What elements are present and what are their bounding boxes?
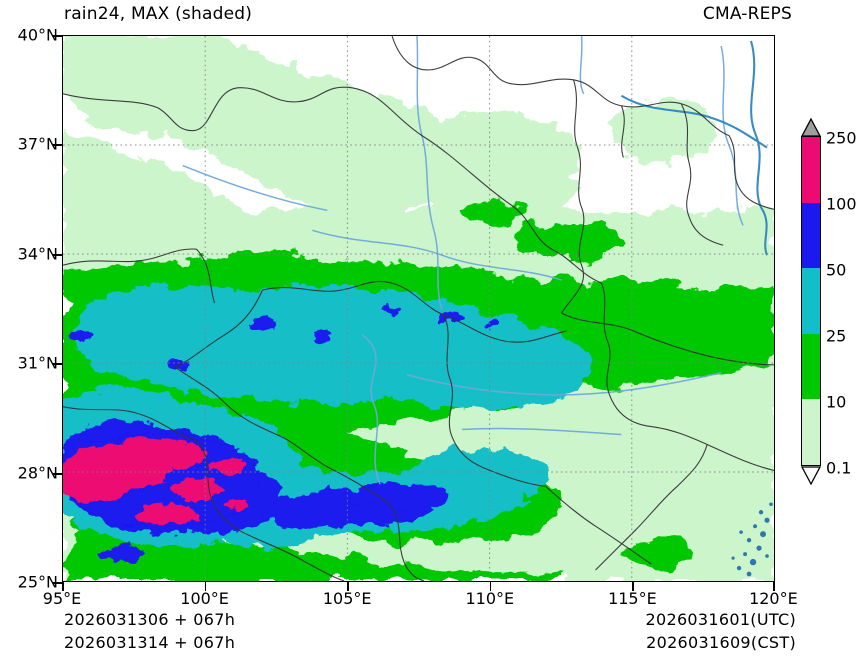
footer-init-time-utc: 2026031306 + 067h bbox=[64, 610, 236, 629]
colorbar-label-250: 250 bbox=[826, 128, 857, 148]
footer-init-time-cst: 2026031314 + 067h bbox=[64, 633, 236, 652]
map-gridlines bbox=[63, 36, 774, 581]
colorbar bbox=[801, 136, 821, 466]
y-tick-label-34n: 34°N bbox=[17, 244, 58, 264]
coastline-detail bbox=[731, 502, 773, 577]
x-tick-label-105e: 105°E bbox=[322, 589, 372, 608]
y-tick-mark-31n bbox=[53, 363, 63, 365]
x-tick-mark-120e bbox=[773, 582, 775, 591]
y-tick-label-25n: 25°N bbox=[17, 572, 58, 592]
y-tick-mark-28n bbox=[53, 473, 63, 475]
footer-valid-time-cst: 2026031609(CST) bbox=[646, 633, 796, 652]
x-tick-label-110e: 110°E bbox=[465, 589, 515, 608]
colorbar-label-50: 50 bbox=[826, 260, 847, 280]
colorbar-segment-100-250 bbox=[802, 137, 820, 203]
colorbar-label-10: 10 bbox=[826, 392, 847, 412]
colorbar-segment-0.1-10 bbox=[802, 399, 820, 465]
y-tick-mark-40n bbox=[53, 35, 63, 37]
y-tick-label-31n: 31°N bbox=[17, 353, 58, 373]
x-tick-mark-110e bbox=[489, 582, 492, 591]
map-plot-area bbox=[62, 35, 775, 582]
y-tick-mark-34n bbox=[53, 254, 63, 256]
x-tick-mark-100e bbox=[204, 582, 207, 591]
chart-title-right: CMA-REPS bbox=[702, 4, 792, 24]
y-tick-mark-25n bbox=[53, 582, 63, 584]
y-tick-label-40n: 40°N bbox=[17, 25, 58, 45]
x-tick-label-95e: 95°E bbox=[42, 589, 82, 608]
x-tick-mark-95e bbox=[62, 582, 64, 591]
x-tick-label-100e: 100°E bbox=[180, 589, 229, 608]
colorbar-segment-25-50 bbox=[802, 268, 820, 334]
river-lines bbox=[182, 36, 744, 485]
x-tick-mark-115e bbox=[632, 582, 634, 591]
colorbar-segment-10-25 bbox=[802, 333, 820, 400]
y-tick-label-37n: 37°N bbox=[17, 134, 58, 154]
x-tick-label-120e: 120°E bbox=[749, 589, 798, 608]
precipitation-shading bbox=[63, 36, 774, 581]
colorbar-label-100: 100 bbox=[826, 194, 857, 214]
colorbar-label-0.1: 0.1 bbox=[826, 458, 852, 478]
administrative-boundaries bbox=[63, 36, 774, 581]
colorbar-segment-50-100 bbox=[802, 202, 820, 269]
colorbar-label-25: 25 bbox=[826, 326, 847, 346]
y-tick-mark-37n bbox=[53, 144, 63, 146]
footer-valid-time-utc: 2026031601(UTC) bbox=[645, 610, 796, 629]
x-tick-mark-105e bbox=[347, 582, 349, 591]
chart-title-left: rain24, MAX (shaded) bbox=[64, 4, 253, 24]
y-tick-label-28n: 28°N bbox=[17, 463, 58, 483]
x-tick-label-115e: 115°E bbox=[608, 589, 657, 608]
